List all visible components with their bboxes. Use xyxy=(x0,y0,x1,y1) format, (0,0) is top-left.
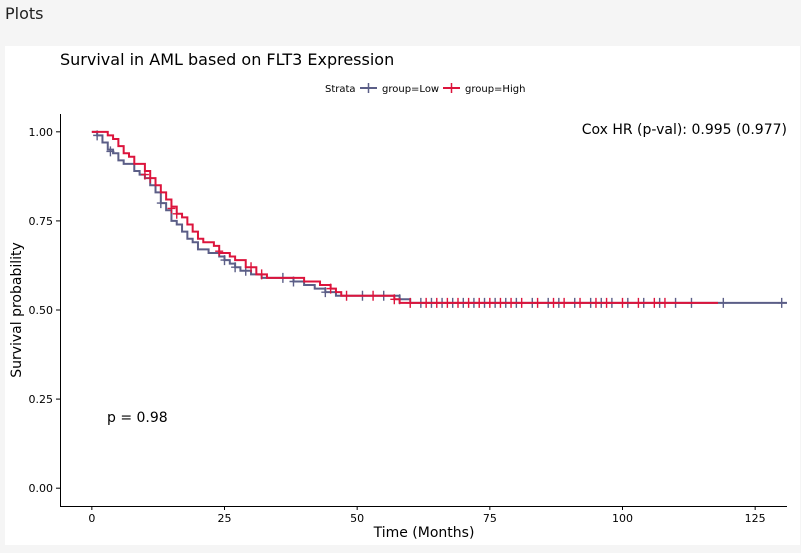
censor-mark-high xyxy=(660,297,669,308)
censor-mark-low xyxy=(719,297,728,308)
x-tick-label: 50 xyxy=(350,512,364,525)
legend-item-high: group=High xyxy=(443,83,525,95)
x-tick-label: 0 xyxy=(88,512,95,525)
censor-mark-low xyxy=(231,262,240,273)
x-tick-label: 125 xyxy=(745,512,766,525)
cox-hr-annotation: Cox HR (p-val): 0.995 (0.977) xyxy=(582,122,787,138)
km-chart: Survival in AML based on FLT3 Expression… xyxy=(9,50,787,541)
censor-mark-high xyxy=(140,169,149,180)
censor-mark-high xyxy=(443,297,452,308)
y-tick-label: 0.25 xyxy=(29,393,54,406)
legend-item-low: group=Low xyxy=(360,83,439,95)
censor-mark-high xyxy=(496,297,505,308)
censor-mark-high xyxy=(650,297,659,308)
y-tick-label: 0.75 xyxy=(29,215,54,228)
censor-mark-high xyxy=(172,208,181,219)
chart-title: Survival in AML based on FLT3 Expression xyxy=(60,50,394,69)
y-axis-ticks: 0.00 0.25 0.50 0.75 1.00 xyxy=(29,126,60,495)
survival-curve-low xyxy=(91,130,787,304)
x-axis-label: Time (Months) xyxy=(373,525,475,541)
censor-mark-low xyxy=(220,255,229,266)
censor-mark-high xyxy=(167,203,176,214)
censor-mark-low xyxy=(106,146,115,157)
censor-mark-high xyxy=(634,297,643,308)
plot-card: Survival in AML based on FLT3 Expression… xyxy=(5,46,800,545)
y-tick-label: 0.00 xyxy=(29,482,54,495)
censor-mark-high xyxy=(432,297,441,308)
censor-mark-high xyxy=(369,290,378,301)
survival-curve-high xyxy=(91,130,719,304)
censor-mark-low xyxy=(156,198,165,209)
censor-mark-high xyxy=(507,297,516,308)
censor-mark-high xyxy=(406,297,415,308)
panel-title: Plots xyxy=(5,4,44,23)
censor-mark-low xyxy=(321,287,330,298)
x-tick-label: 100 xyxy=(612,512,633,525)
censor-mark-high xyxy=(326,283,335,294)
censor-mark-high xyxy=(475,297,484,308)
legend-title: Strata xyxy=(325,84,356,95)
x-tick-label: 25 xyxy=(218,512,232,525)
censor-mark-high xyxy=(422,297,431,308)
censor-mark-high xyxy=(618,297,627,308)
censor-mark-high xyxy=(576,297,585,308)
censor-mark-high xyxy=(591,297,600,308)
censor-mark-high xyxy=(485,297,494,308)
censor-mark-high xyxy=(464,297,473,308)
censor-mark-high xyxy=(390,294,399,305)
legend-label-low: group=Low xyxy=(382,84,439,95)
censor-mark-high xyxy=(549,297,558,308)
censor-mark-high xyxy=(247,262,256,273)
censor-mark-high xyxy=(602,297,611,308)
y-axis-label: Survival probability xyxy=(9,242,25,378)
censor-mark-high xyxy=(560,297,569,308)
y-tick-label: 1.00 xyxy=(29,126,54,139)
series-layer xyxy=(91,130,787,308)
censor-mark-high xyxy=(453,297,462,308)
x-axis-ticks: 0 25 50 75 100 125 xyxy=(88,506,766,525)
censor-mark-high xyxy=(257,269,266,280)
censor-mark-high xyxy=(342,290,351,301)
y-tick-label: 0.50 xyxy=(29,304,54,317)
censor-mark-high xyxy=(146,173,155,184)
censor-mark-low xyxy=(777,297,786,308)
censor-mark-high xyxy=(517,297,526,308)
legend-label-high: group=High xyxy=(465,84,525,95)
censor-mark-high xyxy=(215,246,224,257)
p-value-annotation: p = 0.98 xyxy=(107,410,168,426)
censor-mark-high xyxy=(533,297,542,308)
x-tick-label: 75 xyxy=(483,512,497,525)
legend: Strata group=Low group=High xyxy=(325,83,525,95)
